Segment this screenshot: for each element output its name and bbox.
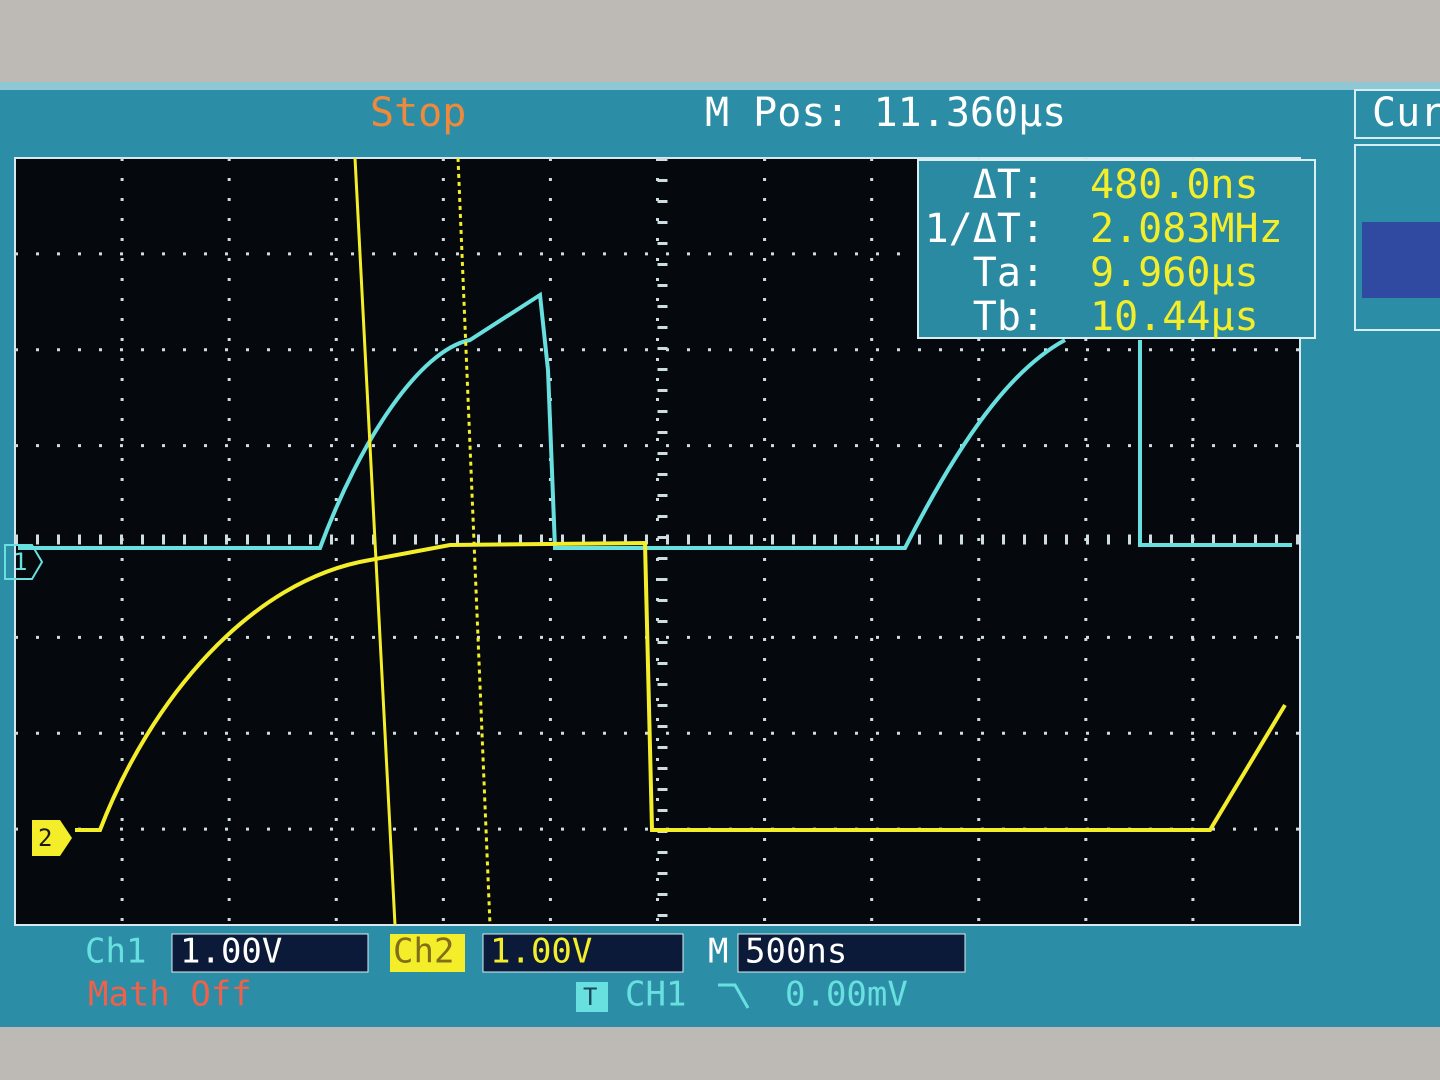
time-scale: 500ns — [745, 932, 847, 972]
cursor-value: 10.44μs — [1090, 294, 1259, 340]
trigger-source: CH1 — [625, 975, 686, 1015]
grid — [15, 158, 1300, 925]
ch1-scale-box — [171, 933, 369, 973]
cursor-panel — [917, 159, 1316, 339]
position: M Pos: 11.360μs — [705, 90, 1066, 136]
side-tab-box — [1354, 89, 1440, 139]
math: Math Off — [88, 975, 252, 1015]
ch1-marker-shape — [4, 544, 44, 580]
cursor-label: Tb: — [973, 294, 1045, 340]
status: Stop — [370, 90, 466, 136]
cursor-value: 2.083MHz — [1090, 206, 1283, 252]
side-tab: Cur — [1372, 90, 1440, 136]
cursor-a — [353, 157, 397, 926]
ch2-marker-shape — [32, 820, 72, 856]
cursor-label: ΔT: — [973, 162, 1045, 208]
time-label: M — [708, 932, 728, 972]
ch2-label: Ch2 — [393, 932, 454, 972]
cursor-value: 9.960μs — [1090, 250, 1259, 296]
ch2-marker: 2 — [38, 824, 52, 852]
ch2-scale-box — [482, 933, 684, 973]
ch1-trace — [18, 291, 1292, 550]
cursor-rows: ΔT: 480.0ns 1/ΔT: 2.083MHz Ta: 9.960μs Tb: 10.4… — [925, 162, 1283, 340]
trigger-level: 0.00mV — [785, 975, 908, 1015]
cursor-label: Ta: — [973, 250, 1045, 296]
side-menu-item — [1362, 222, 1440, 298]
cursor-value: 480.0ns — [1090, 162, 1259, 208]
time-scale-box — [737, 933, 966, 973]
cursor-label: 1/ΔT: — [925, 206, 1045, 252]
trigger-icon — [576, 982, 608, 1012]
ch1-scale: 1.00V — [180, 932, 282, 972]
trigger-marker: T — [583, 983, 597, 1011]
ch2-label-box — [390, 934, 465, 972]
ch1-marker: 1 — [13, 548, 27, 576]
ch1-label: Ch1 — [85, 932, 146, 972]
trigger-edge — [718, 983, 750, 1009]
ch2-scale: 1.00V — [490, 932, 592, 972]
display-edge — [0, 82, 1440, 90]
side-menu — [1354, 144, 1440, 331]
ch2-trace — [75, 540, 1287, 832]
